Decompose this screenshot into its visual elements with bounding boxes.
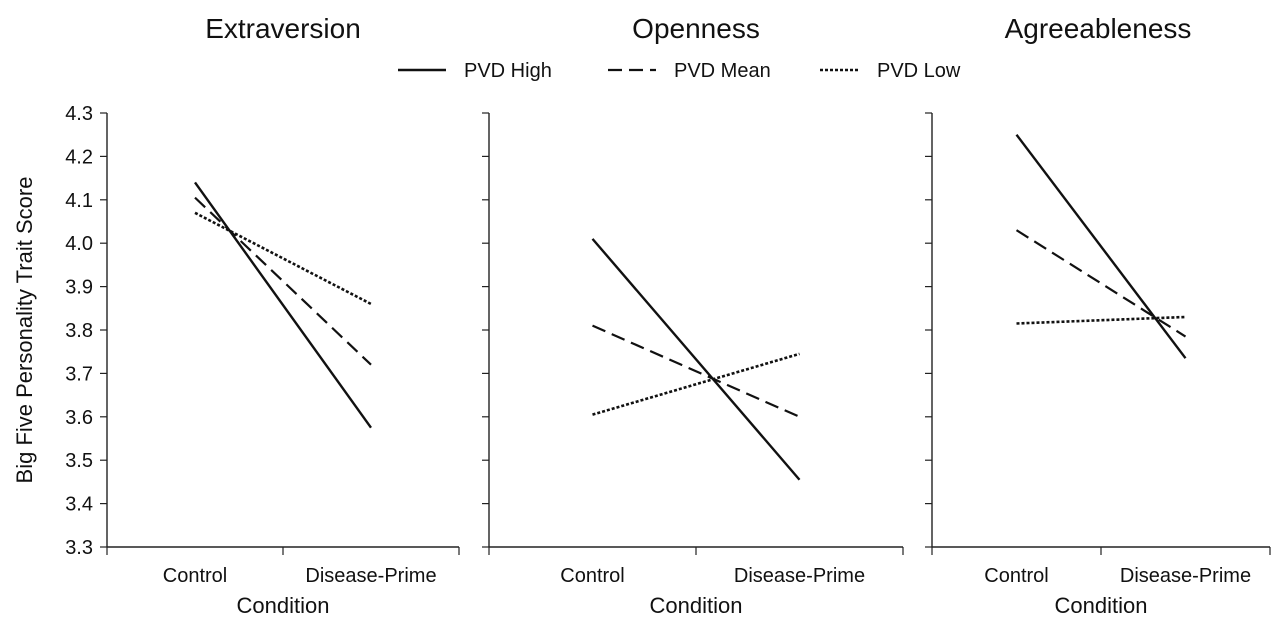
y-axis-label: Big Five Personality Trait Score (12, 177, 37, 484)
series-line-solid (591, 238, 801, 481)
x-tick-label: Disease-Prime (734, 565, 865, 587)
series-line-solid (1015, 133, 1187, 359)
x-tick-label: Control (560, 565, 624, 587)
y-tick-label: 3.9 (65, 277, 93, 299)
y-tick-label: 3.4 (65, 494, 93, 516)
y-tick-label: 4.1 (65, 190, 93, 212)
x-axis-label: Condition (650, 593, 743, 618)
series-line-solid (194, 181, 372, 429)
series-line-dashed (1015, 229, 1187, 338)
series-line-dashed (194, 196, 372, 366)
series-line-dotted (194, 211, 372, 306)
y-tick-label: 4.0 (65, 233, 93, 255)
series-line-dashed (592, 324, 800, 418)
y-tick-label: 4.2 (65, 146, 93, 168)
series-line-dotted (592, 352, 800, 416)
x-axis-label: Condition (1055, 593, 1148, 618)
y-tick-label: 3.5 (65, 450, 93, 472)
x-axis-label: Condition (237, 593, 330, 618)
panel-title: Agreeableness (1005, 13, 1192, 44)
series-line-dotted (1016, 315, 1186, 325)
x-tick-label: Control (984, 565, 1048, 587)
y-tick-label: 3.6 (65, 407, 93, 429)
y-tick-label: 3.3 (65, 537, 93, 559)
y-tick-label: 3.7 (65, 363, 93, 385)
x-tick-label: Disease-Prime (1120, 565, 1251, 587)
x-tick-label: Disease-Prime (305, 565, 436, 587)
legend-label: PVD Mean (674, 60, 771, 82)
y-tick-label: 3.8 (65, 320, 93, 342)
legend-label: PVD Low (877, 60, 961, 82)
x-tick-label: Control (163, 565, 227, 587)
panel-title: Extraversion (205, 13, 361, 44)
legend-label: PVD High (464, 60, 552, 82)
y-tick-label: 4.3 (65, 103, 93, 125)
panel-title: Openness (632, 13, 760, 44)
